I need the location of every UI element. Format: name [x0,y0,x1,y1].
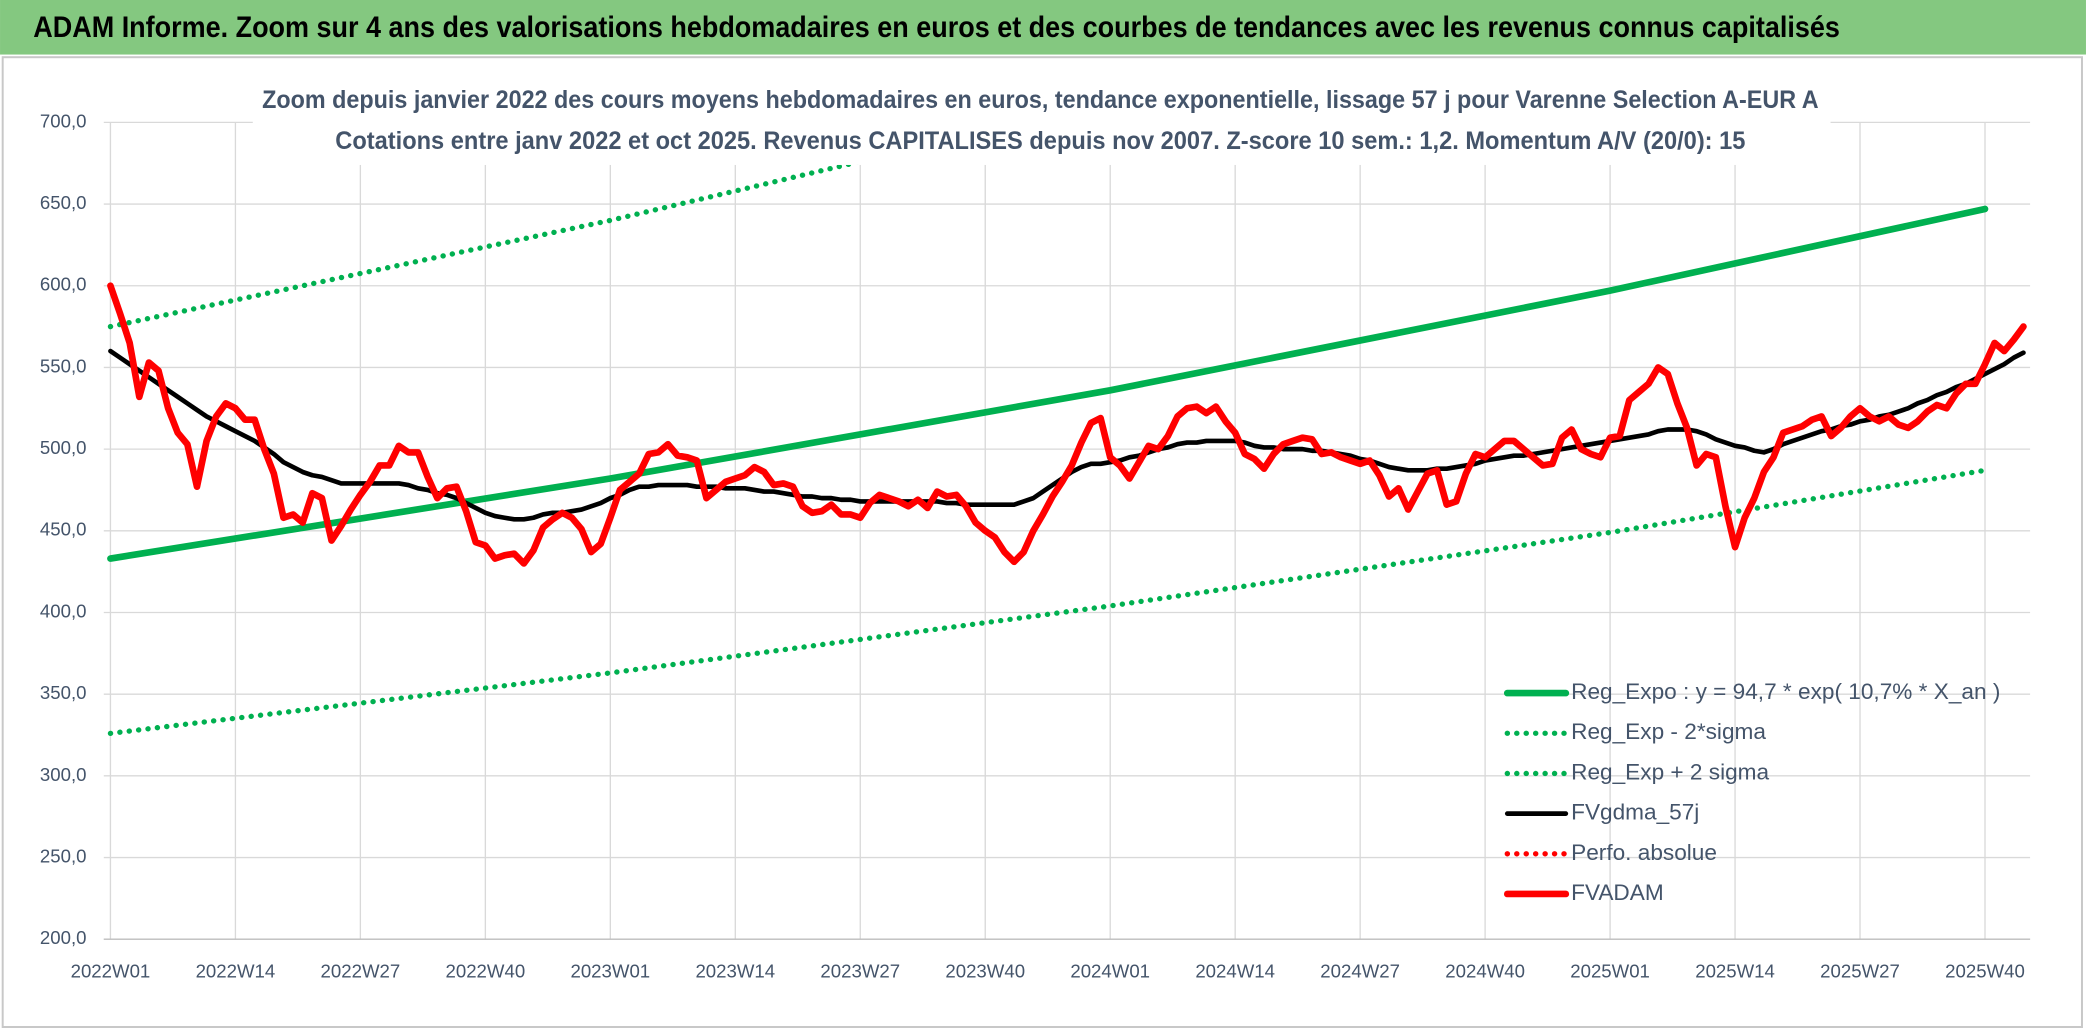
chart-title: ADAM Informe. Zoom sur 4 ans des valoris… [33,12,1840,44]
chart-frame [1,56,2083,1029]
subtitle: Zoom depuis janvier 2022 des cours moyen… [262,86,1818,114]
x-tick-label: 2023W14 [695,960,775,981]
x-tick-label: 2024W14 [1195,960,1275,981]
x-tick-label: 2022W40 [446,960,526,981]
series-line [107,122,1039,330]
y-tick-label: 600,0 [40,274,87,295]
subtitle: Cotations entre janv 2022 et oct 2025. R… [335,127,1745,155]
x-tick-label: 2022W14 [196,960,276,981]
x-tick-label: 2023W27 [820,960,900,981]
title-banner [0,0,2086,55]
x-tick-label: 2025W40 [1945,960,2025,981]
y-tick-label: 250,0 [40,845,87,866]
series-line [107,282,2027,567]
x-tick-label: 2023W01 [570,960,650,981]
x-tick-label: 2025W14 [1695,960,1775,981]
legend-label: Perfo. absolue [1571,840,1717,865]
x-tick-label: 2022W01 [71,960,151,981]
x-tick-label: 2023W40 [945,960,1025,981]
legend-label: Reg_Expo : y = 94,7 * exp( 10,7% * X_an … [1571,679,2000,704]
series-line [107,205,1989,562]
x-tick-label: 2024W27 [1320,960,1400,981]
y-tick-label: 700,0 [40,110,87,131]
legend-label: FVADAM [1571,880,1664,905]
y-tick-label: 300,0 [40,764,87,785]
legend: Reg_Expo : y = 94,7 * exp( 10,7% * X_an … [1503,679,2000,905]
y-tick-label: 550,0 [40,355,87,376]
x-tick-label: 2022W27 [321,960,401,981]
legend-label: FVgdma_57j [1571,800,1699,825]
x-tick-label: 2025W01 [1570,960,1650,981]
legend-label: Reg_Exp - 2*sigma [1571,719,1766,744]
y-tick-label: 400,0 [40,600,87,621]
y-tick-label: 650,0 [40,192,87,213]
legend-label: Reg_Exp + 2 sigma [1571,759,1769,784]
y-tick-label: 350,0 [40,682,87,703]
y-tick-label: 200,0 [40,927,87,948]
subtitle-background [252,77,1831,165]
x-tick-label: 2024W01 [1070,960,1150,981]
y-tick-label: 450,0 [40,519,87,540]
y-tick-label: 500,0 [40,437,87,458]
x-tick-label: 2025W27 [1820,960,1900,981]
x-tick-label: 2024W40 [1445,960,1525,981]
plot-area [107,122,2027,737]
subtitle-box: Zoom depuis janvier 2022 des cours moyen… [252,77,1831,165]
